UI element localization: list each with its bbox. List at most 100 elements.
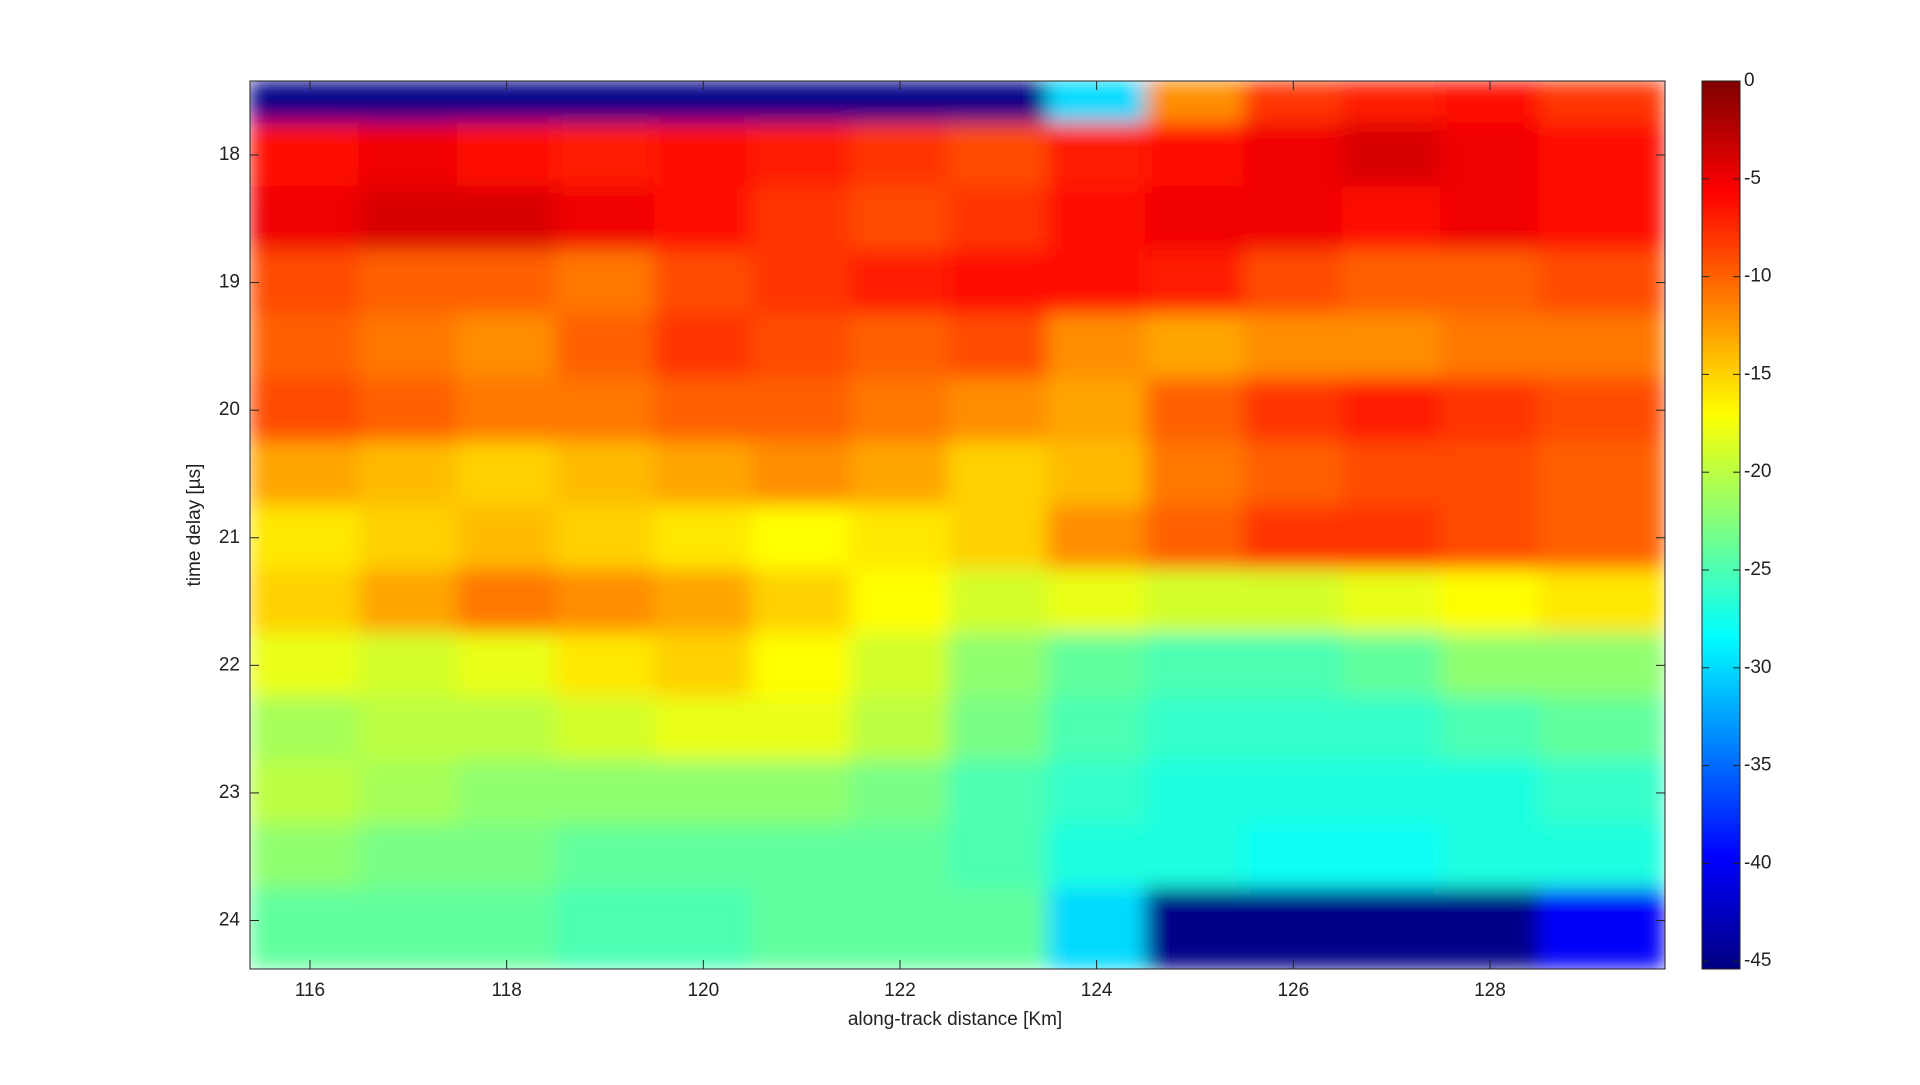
heatmap-cell [948, 824, 1048, 890]
heatmap-cell [456, 888, 557, 969]
heatmap-cell [1145, 313, 1245, 379]
heatmap-cell [653, 569, 753, 634]
heatmap-cell [1145, 505, 1245, 571]
heatmap-cell [653, 824, 753, 890]
heatmap-cell [1145, 569, 1245, 634]
heatmap-cell [358, 377, 458, 443]
heatmap-cell [1145, 441, 1245, 507]
heatmap-cell [555, 313, 655, 379]
heatmap-cell [1046, 824, 1147, 890]
heatmap-cell [1341, 441, 1442, 507]
heatmap-cell [555, 569, 655, 634]
y-tick-label: 24 [219, 910, 241, 931]
heatmap-cell [1538, 760, 1665, 826]
heatmap-cell [250, 81, 360, 124]
heatmap-cell [850, 313, 950, 379]
colorbar-tick-label: -35 [1744, 755, 1771, 776]
heatmap-cell [456, 186, 557, 252]
heatmap-cell [456, 122, 557, 188]
heatmap-cell [555, 250, 655, 315]
heatmap-cell [1145, 888, 1245, 969]
heatmap-cell [751, 313, 852, 379]
heatmap-cell [850, 186, 950, 252]
heatmap-cell [250, 441, 360, 507]
heatmap-cell [358, 122, 458, 188]
heatmap-cell [1341, 505, 1442, 571]
heatmap-cell [358, 569, 458, 634]
heatmap-cell [1440, 505, 1540, 571]
heatmap-cell [948, 760, 1048, 826]
heatmap-cell [1440, 888, 1540, 969]
heatmap-cell [948, 81, 1048, 124]
heatmap-cell [1538, 122, 1665, 188]
heatmap-cell [1341, 824, 1442, 890]
heatmap-cell [250, 760, 360, 826]
colorbar-tick-label: -40 [1744, 852, 1771, 873]
heatmap-cell [1341, 760, 1442, 826]
heatmap-cell [1046, 632, 1147, 698]
x-tick-label: 122 [884, 980, 916, 1001]
heatmap-cell [751, 696, 852, 762]
heatmap-cell [948, 122, 1048, 188]
heatmap-cell [751, 122, 852, 188]
heatmap-cell [653, 377, 753, 443]
heatmap-cell [653, 122, 753, 188]
heatmap-cell [1243, 377, 1343, 443]
heatmap-cell [1440, 186, 1540, 252]
heatmap-cell [555, 760, 655, 826]
heatmap-cell [850, 250, 950, 315]
heatmap-cell [555, 377, 655, 443]
heatmap-cell [948, 632, 1048, 698]
heatmap-cell [456, 569, 557, 634]
heatmap-cell [1145, 81, 1245, 124]
heatmap-cell [1243, 760, 1343, 826]
heatmap-cell [1243, 441, 1343, 507]
heatmap-cell [456, 250, 557, 315]
heatmap-cell [751, 186, 852, 252]
heatmap-cell [850, 441, 950, 507]
y-tick-label: 19 [219, 272, 240, 293]
heatmap-cell [850, 632, 950, 698]
heatmap-cell [250, 377, 360, 443]
heatmap-cell [1046, 313, 1147, 379]
heatmap-cell [948, 250, 1048, 315]
heatmap-cell [358, 81, 458, 124]
heatmap-cell [1145, 824, 1245, 890]
heatmap-cell [1538, 824, 1665, 890]
colorbar [1701, 80, 1741, 970]
heatmap-cell [358, 250, 458, 315]
heatmap-cell [1046, 122, 1147, 188]
heatmap-cell [358, 760, 458, 826]
heatmap-cell [1440, 824, 1540, 890]
heatmap-cell [948, 313, 1048, 379]
heatmap-cells [250, 81, 1665, 969]
heatmap-cell [250, 696, 360, 762]
heatmap-cell [948, 696, 1048, 762]
heatmap-cell [1243, 505, 1343, 571]
heatmap-cell [1440, 250, 1540, 315]
heatmap-cell [250, 250, 360, 315]
heatmap-cell [1538, 441, 1665, 507]
heatmap-cell [948, 569, 1048, 634]
heatmap-cell [1243, 632, 1343, 698]
heatmap-cell [1046, 186, 1147, 252]
x-tick-label: 116 [295, 980, 325, 1001]
heatmap-cell [1341, 377, 1442, 443]
heatmap-cell [456, 760, 557, 826]
heatmap-cell [555, 441, 655, 507]
heatmap-cell [653, 888, 753, 969]
heatmap-cell [850, 122, 950, 188]
heatmap-cell [555, 186, 655, 252]
heatmap-cell [948, 505, 1048, 571]
heatmap-cell [1440, 441, 1540, 507]
heatmap-cell [850, 696, 950, 762]
heatmap-cell [555, 81, 655, 124]
x-tick-label: 124 [1081, 980, 1113, 1001]
heatmap-cell [1145, 632, 1245, 698]
colorbar-tick-label: 0 [1744, 70, 1755, 91]
heatmap-cell [358, 824, 458, 890]
heatmap-cell [358, 441, 458, 507]
heatmap-cell [653, 505, 753, 571]
colorbar-tick-label: -15 [1744, 363, 1771, 384]
heatmap-cell [653, 186, 753, 252]
